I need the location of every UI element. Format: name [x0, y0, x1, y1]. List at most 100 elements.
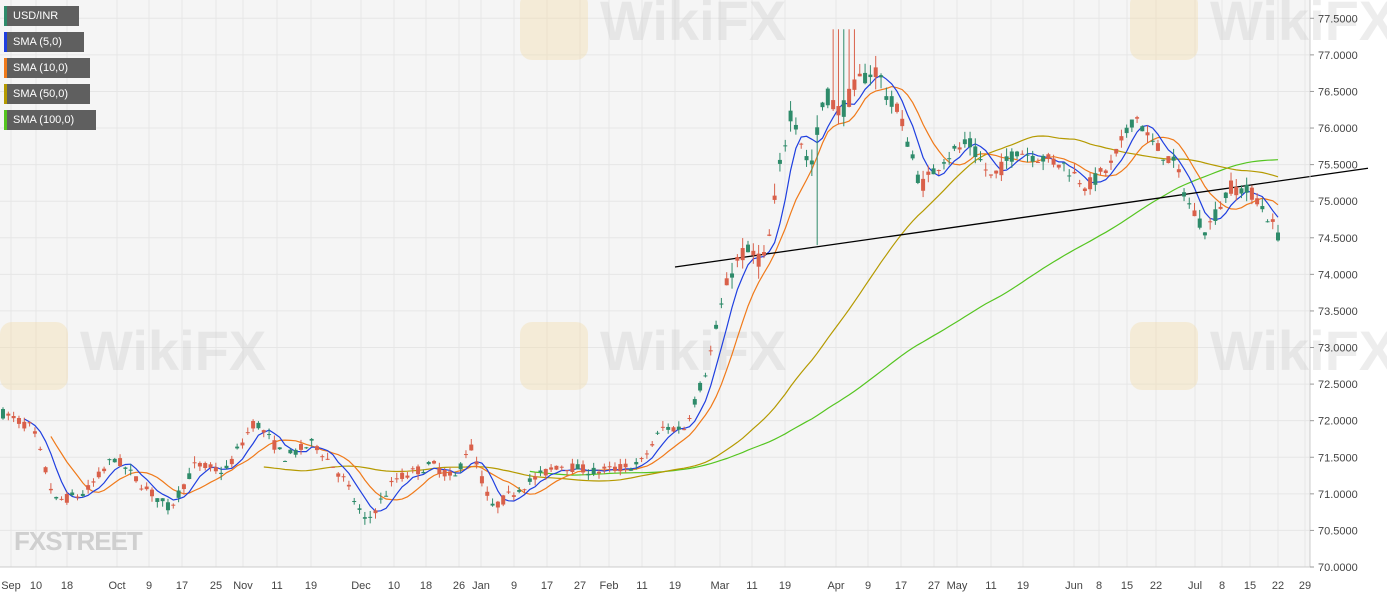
candle-body — [299, 444, 303, 450]
candle-body — [495, 501, 500, 508]
candle-body — [591, 467, 596, 475]
x-tick-label: 17 — [895, 580, 907, 592]
candle-body — [64, 493, 69, 503]
x-tick-label: 18 — [61, 580, 73, 592]
candle-body — [22, 421, 27, 429]
candle-body — [538, 470, 543, 473]
candle-body — [1145, 132, 1150, 136]
trendline — [674, 167, 1369, 268]
candle-body — [1140, 126, 1145, 132]
watermark-badge — [1130, 0, 1198, 60]
candle-body — [267, 434, 272, 436]
candle-body — [708, 350, 713, 352]
candle-body — [868, 74, 873, 78]
candle-body — [852, 79, 857, 90]
y-tick-label: 73.0000 — [1318, 343, 1358, 355]
candle-body — [54, 496, 59, 499]
candle-body — [432, 460, 437, 464]
x-tick-label: 25 — [210, 580, 222, 592]
candle-body — [48, 488, 53, 491]
x-tick-label: Jan — [472, 580, 490, 592]
legend-item: SMA (50,0) — [4, 84, 90, 104]
candle-body — [325, 458, 330, 460]
candle-body — [1, 409, 5, 419]
candle-body — [756, 253, 761, 267]
candle-body — [1088, 177, 1093, 190]
x-tick-label: 19 — [1017, 580, 1029, 592]
candle-body — [150, 489, 154, 497]
legend-label: SMA (5,0) — [13, 36, 62, 48]
candle-body — [288, 449, 293, 454]
candle-body — [772, 195, 777, 200]
candle-body — [994, 170, 999, 174]
candle-body — [714, 324, 719, 329]
candle-body — [27, 422, 32, 424]
candle-body — [442, 470, 447, 477]
candle-body — [1124, 127, 1129, 134]
candle-body — [235, 446, 240, 449]
candle-body — [1213, 209, 1218, 221]
candle-body — [229, 458, 234, 465]
candle-body — [1067, 175, 1072, 177]
candle-body — [485, 491, 490, 496]
y-tick-label: 72.5000 — [1318, 379, 1358, 391]
x-tick-label: Feb — [600, 580, 619, 592]
candle-body — [1098, 168, 1103, 172]
candle-body — [1103, 170, 1108, 174]
candle-body — [59, 498, 64, 500]
candle-body — [272, 440, 277, 450]
candle-body — [559, 466, 564, 468]
candle-body — [469, 444, 474, 451]
candle-body — [208, 464, 213, 468]
candle-body — [373, 510, 378, 514]
candle-body — [660, 426, 665, 428]
candle-body — [1276, 232, 1280, 241]
candle-body — [905, 141, 910, 147]
candle-body — [511, 495, 516, 497]
watermark-text: WikiFX — [1210, 0, 1387, 52]
candle-body — [968, 138, 973, 148]
candle-body — [1234, 186, 1239, 196]
x-tick-label: 10 — [30, 580, 42, 592]
candle-body — [639, 458, 644, 460]
y-tick-label: 75.0000 — [1318, 196, 1358, 208]
x-tick-label: 9 — [865, 580, 871, 592]
candle-body — [330, 466, 335, 468]
legend-swatch — [4, 110, 7, 130]
candle-body — [368, 516, 373, 518]
legend-label: USD/INR — [13, 10, 59, 22]
candle-body — [549, 467, 554, 470]
watermark-badge — [1130, 322, 1198, 390]
candle-body — [655, 432, 660, 434]
candle-body — [575, 464, 580, 470]
x-tick-label: Jul — [1188, 580, 1202, 592]
candle-body — [825, 88, 830, 106]
candle-body — [788, 110, 793, 122]
candle-body — [251, 421, 256, 429]
candle-body — [1025, 154, 1030, 156]
y-tick-label: 71.5000 — [1318, 452, 1358, 464]
candle-body — [1260, 206, 1265, 210]
candle-body — [1041, 155, 1046, 162]
candle-body — [11, 416, 16, 419]
candle-body — [378, 498, 383, 500]
candle-body — [730, 273, 735, 278]
candle-body — [38, 448, 43, 450]
candle-body — [304, 447, 309, 449]
candle-body — [565, 470, 570, 472]
candle-body — [921, 178, 926, 191]
y-tick-label: 71.0000 — [1318, 489, 1358, 501]
candle-body — [91, 481, 96, 483]
candle-body — [1150, 140, 1155, 142]
candle-body — [522, 489, 527, 491]
y-tick-label: 76.5000 — [1318, 86, 1358, 98]
candle-body — [1182, 192, 1187, 197]
candle-body — [176, 490, 181, 498]
candle-body — [352, 501, 357, 503]
candle-body — [740, 248, 745, 261]
candle-body — [847, 88, 852, 107]
candle-body — [416, 466, 421, 475]
x-tick-label: Mar — [711, 580, 730, 592]
